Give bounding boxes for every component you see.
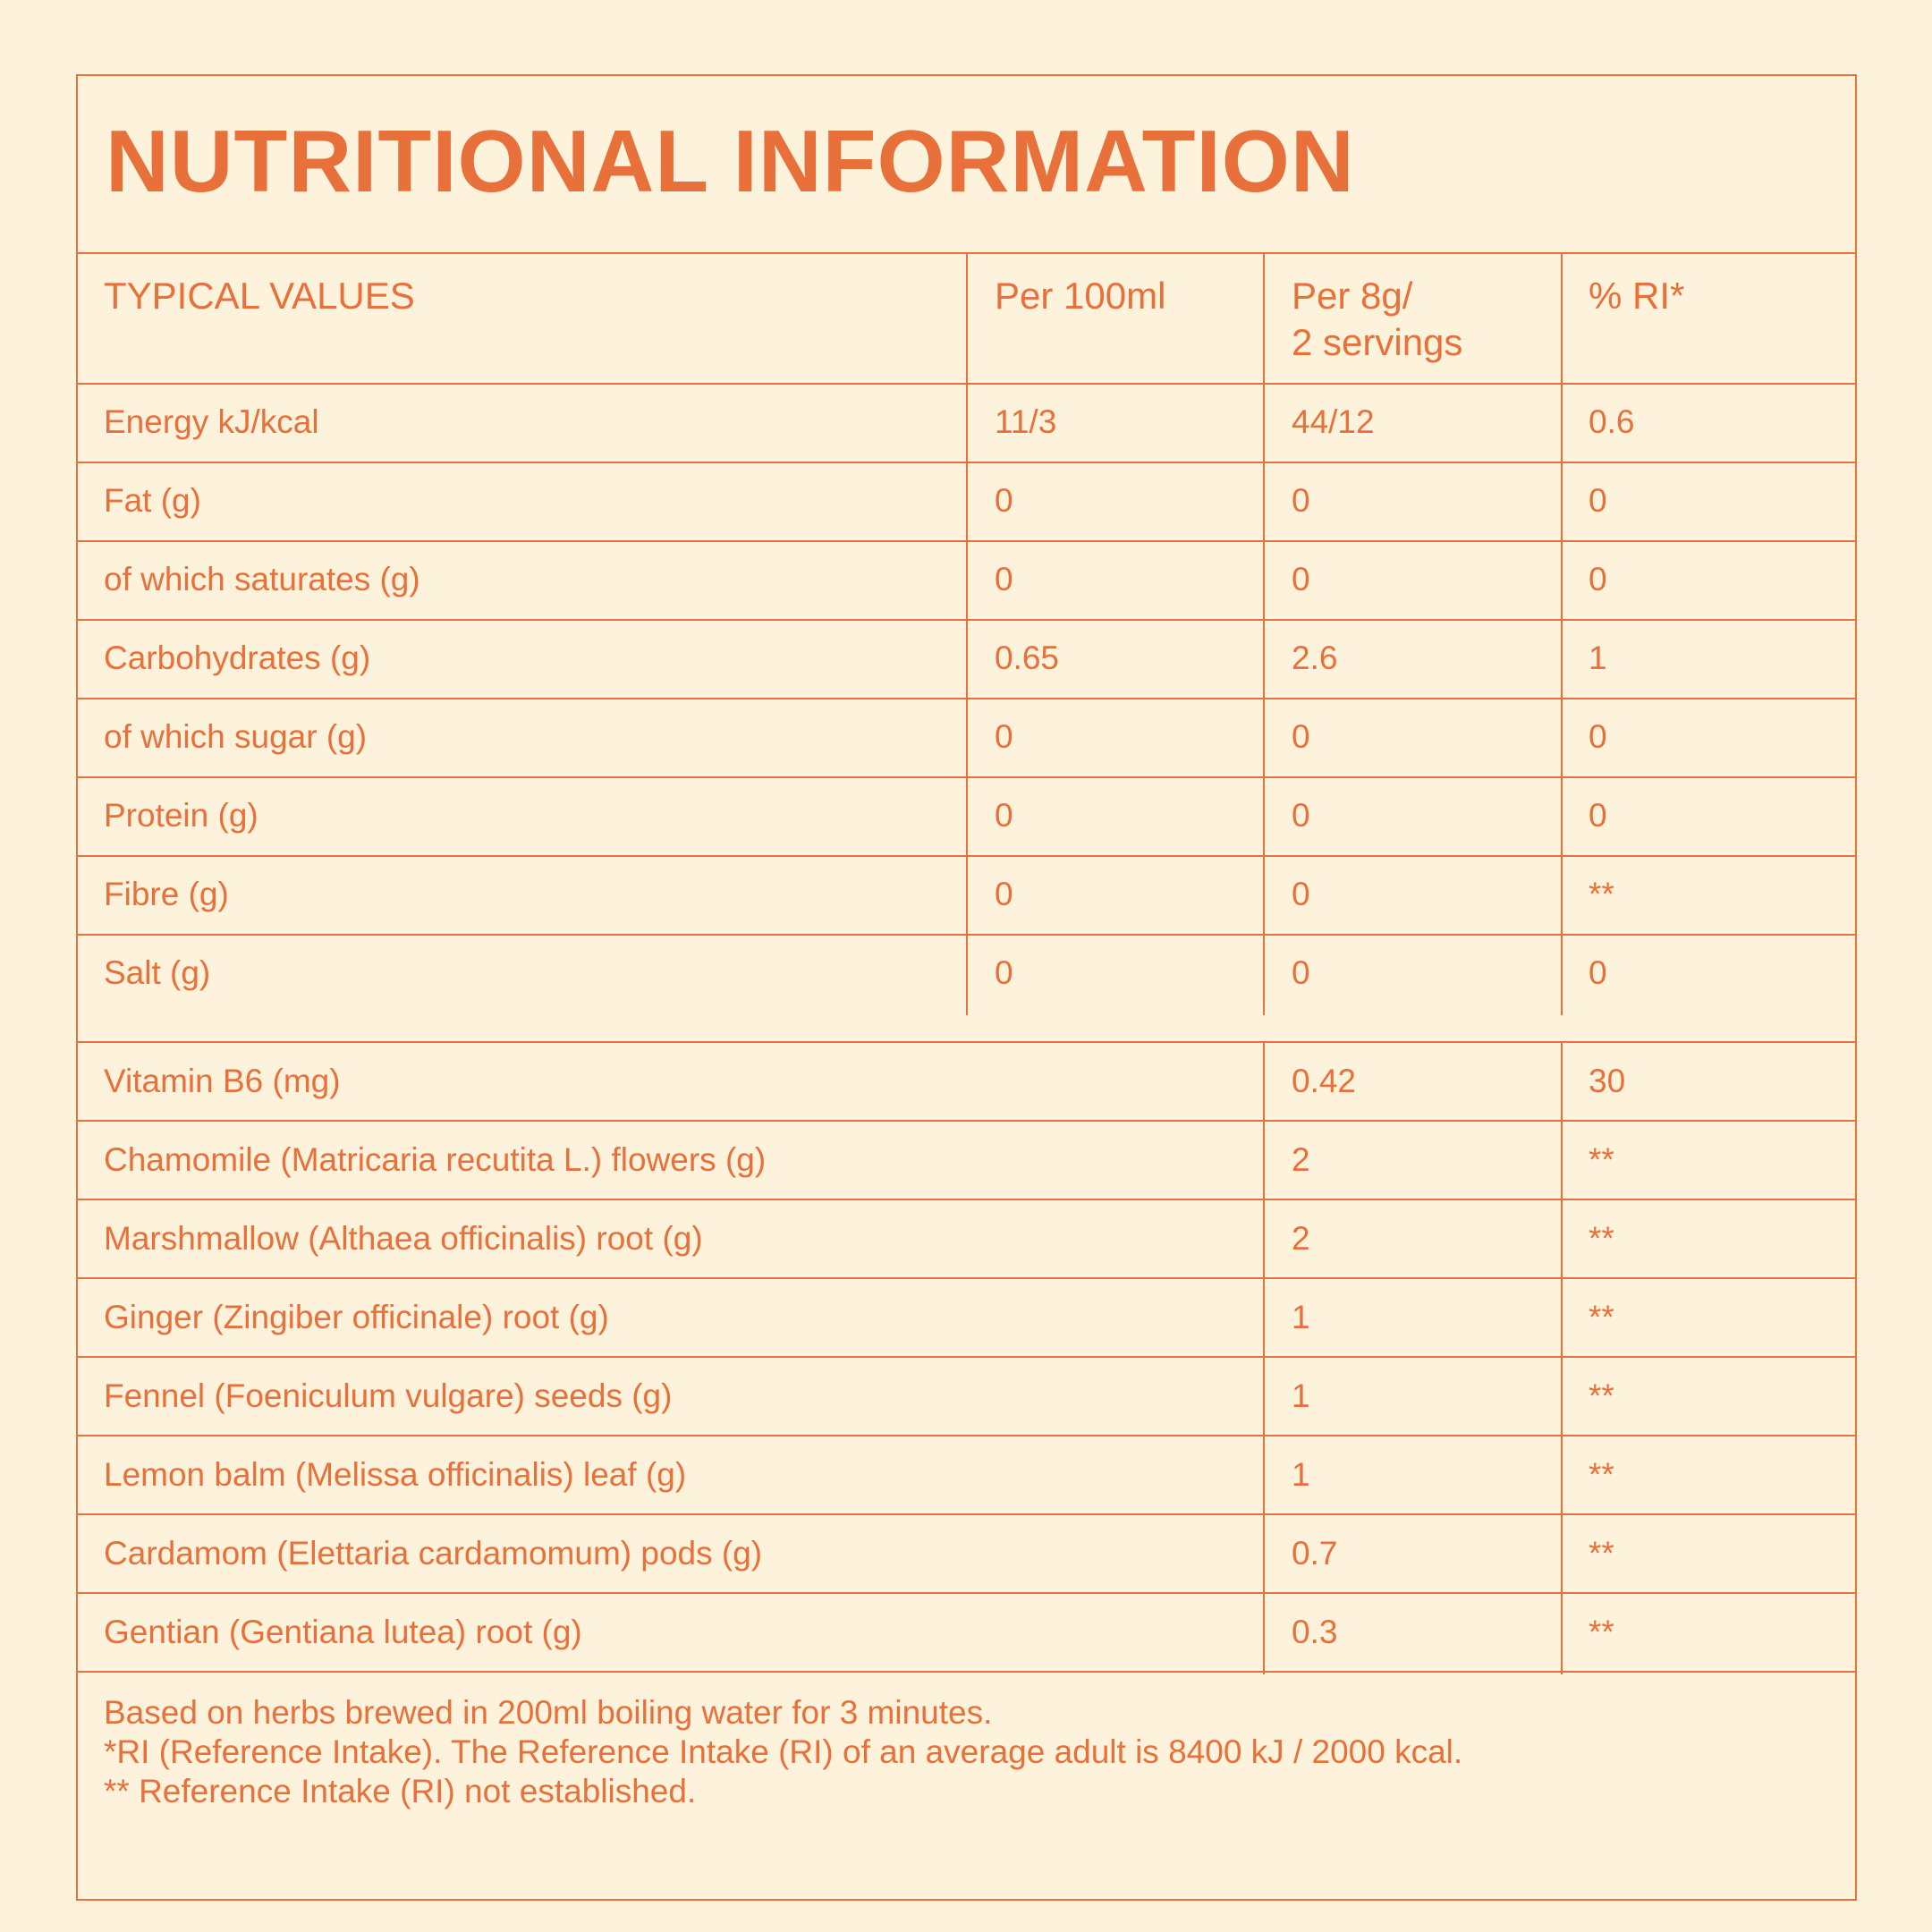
nutrient-per-100ml: 0 — [995, 876, 1013, 912]
ingredient-percent-ri: ** — [1589, 1456, 1614, 1493]
footnote-ri-not-established: ** Reference Intake (RI) not established… — [104, 1773, 697, 1809]
ingredient-per-8g: 2 — [1292, 1220, 1310, 1257]
ingredient-name: Chamomile (Matricaria recutita L.) flowe… — [104, 1141, 767, 1178]
nutrient-per-100ml: 0 — [995, 561, 1013, 597]
nutrient-per-8g: 0 — [1292, 954, 1310, 991]
column-divider — [1263, 1041, 1265, 1674]
nutrient-percent-ri: 0 — [1589, 482, 1607, 519]
nutrient-per-8g: 0 — [1292, 561, 1310, 597]
row-divider — [76, 462, 1857, 463]
footnotes: Based on herbs brewed in 200ml boiling w… — [104, 1693, 1462, 1811]
row-divider — [76, 1671, 1857, 1673]
ingredient-name: Ginger (Zingiber officinale) root (g) — [104, 1299, 609, 1335]
column-divider — [1263, 252, 1265, 1015]
row-divider — [76, 1199, 1857, 1200]
nutrient-name: of which saturates (g) — [104, 561, 420, 597]
nutrient-name: Energy kJ/kcal — [104, 403, 319, 440]
nutrient-name: of which sugar (g) — [104, 718, 368, 755]
nutrient-per-100ml: 0 — [995, 954, 1013, 991]
ingredient-per-8g: 2 — [1292, 1141, 1310, 1178]
footnote-reference-intake: *RI (Reference Intake). The Reference In… — [104, 1733, 1463, 1770]
nutrient-per-100ml: 0 — [995, 482, 1013, 519]
ingredient-percent-ri: ** — [1589, 1141, 1614, 1178]
column-divider — [966, 252, 968, 1015]
nutrient-per-100ml: 0 — [995, 718, 1013, 755]
header-per-8g: Per 8g/ 2 servings — [1292, 273, 1462, 366]
nutrient-name: Fibre (g) — [104, 876, 229, 912]
ingredients-panel — [76, 1041, 1857, 1901]
ingredient-percent-ri: ** — [1589, 1220, 1614, 1257]
ingredient-percent-ri: ** — [1589, 1535, 1614, 1572]
header-percent-ri: % RI* — [1589, 275, 1685, 317]
ingredient-per-8g: 0.3 — [1292, 1614, 1338, 1650]
footnote-brewing: Based on herbs brewed in 200ml boiling w… — [104, 1694, 993, 1731]
ingredient-per-8g: 0.42 — [1292, 1063, 1357, 1099]
row-divider — [76, 1356, 1857, 1358]
nutrient-name: Protein (g) — [104, 797, 258, 834]
nutrient-percent-ri: 0.6 — [1589, 403, 1635, 440]
nutrient-percent-ri: 1 — [1589, 640, 1607, 676]
ingredient-per-8g: 1 — [1292, 1377, 1310, 1414]
nutrient-per-8g: 0 — [1292, 876, 1310, 912]
nutrient-percent-ri: 0 — [1589, 718, 1607, 755]
ingredient-percent-ri: ** — [1589, 1377, 1614, 1414]
nutrient-name: Fat (g) — [104, 482, 201, 519]
row-divider — [76, 619, 1857, 621]
page-title: NUTRITIONAL INFORMATION — [106, 112, 1355, 210]
nutrient-percent-ri: 0 — [1589, 954, 1607, 991]
nutrient-per-100ml: 11/3 — [995, 403, 1057, 440]
row-divider — [76, 934, 1857, 936]
nutrient-per-100ml: 0.65 — [995, 640, 1060, 676]
nutrient-percent-ri: 0 — [1589, 797, 1607, 834]
nutrient-percent-ri: ** — [1589, 876, 1614, 912]
row-divider — [76, 383, 1857, 385]
row-divider — [76, 1592, 1857, 1594]
header-typical-values: TYPICAL VALUES — [104, 275, 415, 317]
ingredient-name: Marshmallow (Althaea officinalis) root (… — [104, 1220, 703, 1257]
ingredient-name: Fennel (Foeniculum vulgare) seeds (g) — [104, 1377, 673, 1414]
ingredient-percent-ri: 30 — [1589, 1063, 1626, 1099]
ingredient-name: Cardamom (Elettaria cardamomum) pods (g) — [104, 1535, 763, 1572]
ingredient-name: Gentian (Gentiana lutea) root (g) — [104, 1614, 582, 1650]
row-divider — [76, 1435, 1857, 1436]
nutrient-percent-ri: 0 — [1589, 561, 1607, 597]
nutrient-per-8g: 0 — [1292, 482, 1310, 519]
column-divider — [1561, 1041, 1563, 1674]
row-divider — [76, 540, 1857, 542]
row-divider — [76, 1513, 1857, 1515]
nutrient-per-8g: 44/12 — [1292, 403, 1375, 440]
nutrient-name: Carbohydrates (g) — [104, 640, 371, 676]
ingredient-per-8g: 0.7 — [1292, 1535, 1338, 1572]
header-per-8g-line2: 2 servings — [1292, 321, 1463, 363]
header-per-8g-line1: Per 8g/ — [1292, 275, 1413, 317]
ingredient-per-8g: 1 — [1292, 1299, 1310, 1335]
ingredient-percent-ri: ** — [1589, 1614, 1614, 1650]
ingredient-percent-ri: ** — [1589, 1299, 1614, 1335]
ingredient-per-8g: 1 — [1292, 1456, 1310, 1493]
header-per-100ml: Per 100ml — [995, 275, 1166, 317]
row-divider — [76, 776, 1857, 778]
nutrient-per-8g: 2.6 — [1292, 640, 1338, 676]
nutrient-per-8g: 0 — [1292, 797, 1310, 834]
row-divider — [76, 698, 1857, 699]
nutrient-name: Salt (g) — [104, 954, 211, 991]
row-divider — [76, 1277, 1857, 1279]
ingredient-name: Vitamin B6 (mg) — [104, 1063, 341, 1099]
column-divider — [1561, 252, 1563, 1015]
row-divider — [76, 1120, 1857, 1122]
ingredient-name: Lemon balm (Melissa officinalis) leaf (g… — [104, 1456, 687, 1493]
nutrient-per-100ml: 0 — [995, 797, 1013, 834]
nutrient-per-8g: 0 — [1292, 718, 1310, 755]
row-divider — [76, 855, 1857, 857]
